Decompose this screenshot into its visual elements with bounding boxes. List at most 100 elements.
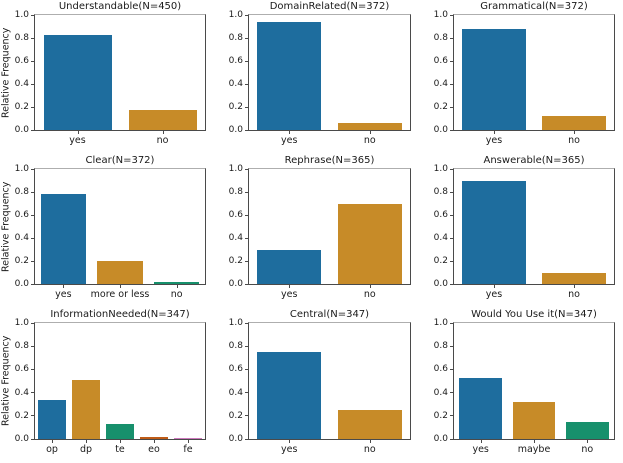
y-tick-mark <box>450 60 454 62</box>
bar-yes <box>257 352 322 439</box>
x-tick-mark <box>289 130 291 134</box>
subplot-title: InformationNeeded(N=347) <box>50 309 190 320</box>
y-tick-mark <box>245 392 249 394</box>
y-tick-mark <box>245 322 249 324</box>
x-tick-label: no <box>156 135 169 146</box>
x-tick-label: no <box>170 289 183 300</box>
y-tick-label: 0.8 <box>228 187 243 197</box>
y-tick-label: 0.8 <box>433 341 448 352</box>
y-tick-label: 0.8 <box>14 33 29 43</box>
x-tick-label: yes <box>485 135 503 146</box>
bar-eo <box>140 436 168 439</box>
y-tick-label: 0.4 <box>14 233 29 243</box>
y-tick-mark <box>31 345 35 347</box>
subplot-answerable: Answerable(N=365) 0.0 0.2 0.4 0.6 0.8 1.0 yes no <box>419 154 623 308</box>
bar-no <box>128 110 197 130</box>
y-tick-label: 1.0 <box>228 164 243 174</box>
x-tick-mark <box>162 130 164 134</box>
y-tick-label: 0.8 <box>228 341 243 352</box>
plot-area: 0.0 0.2 0.4 0.6 0.8 1.0 yes maybe no <box>434 318 615 455</box>
bar-op <box>38 399 66 439</box>
y-tick-mark <box>245 37 249 39</box>
y-tick-mark <box>31 322 35 324</box>
y-tick-mark <box>450 83 454 85</box>
bar-more-or-less <box>97 261 143 284</box>
x-tick-mark <box>480 439 482 443</box>
x-tick-mark <box>120 439 121 443</box>
x-tick-mark <box>574 130 575 134</box>
y-tick-mark <box>31 191 35 193</box>
y-tick-mark <box>450 237 454 239</box>
x-tick-label: yes <box>281 135 298 146</box>
y-tick-label: 0.4 <box>228 387 243 398</box>
y-tick-label: 0.8 <box>433 33 448 43</box>
bar-yes <box>459 377 502 439</box>
subplot-title: Grammatical(N=372) <box>480 1 588 12</box>
y-tick-mark <box>450 37 454 39</box>
bar-yes <box>462 28 526 130</box>
y-tick-mark <box>450 260 454 262</box>
y-tick-mark <box>31 415 35 417</box>
x-tick-mark <box>154 439 155 443</box>
bar-te <box>106 423 134 439</box>
bar-no <box>542 116 606 130</box>
y-tick-label: 0.0 <box>14 434 29 444</box>
y-tick-label: 0.6 <box>228 56 243 66</box>
x-tick-label: yes <box>281 289 298 300</box>
x-tick-label: yes <box>281 444 298 455</box>
y-axis-label: Relative Frequency <box>0 181 12 272</box>
x-tick-label: yes <box>472 444 489 455</box>
x-tick-label: no <box>568 135 580 146</box>
y-tick-label: 0.2 <box>228 256 243 266</box>
y-tick-mark <box>245 415 249 417</box>
y-tick-mark <box>31 368 35 370</box>
y-tick-mark <box>245 60 249 62</box>
y-tick-label: 0.6 <box>14 56 29 66</box>
y-tick-label: 0.2 <box>433 410 448 421</box>
y-tick-label: 0.4 <box>228 79 243 89</box>
y-tick-label: 0.0 <box>433 125 448 135</box>
y-tick-label: 0.0 <box>228 125 243 135</box>
y-tick-mark <box>31 237 35 239</box>
y-tick-mark <box>450 129 454 131</box>
y-tick-label: 0.0 <box>228 434 243 444</box>
y-tick-mark <box>450 392 454 394</box>
x-tick-mark <box>289 439 291 443</box>
y-tick-mark <box>450 368 454 370</box>
bar-yes <box>462 180 526 284</box>
y-tick-mark <box>245 438 249 440</box>
x-tick-label: maybe <box>517 444 551 455</box>
x-tick-mark <box>369 130 371 134</box>
y-tick-mark <box>31 283 35 285</box>
plot-area: 0.0 0.2 0.4 0.6 0.8 1.0 yes no <box>229 164 411 300</box>
y-tick-label: 1.0 <box>433 10 448 20</box>
plot-area: 0.0 0.2 0.4 0.6 0.8 1.0 yes no <box>229 10 411 146</box>
y-tick-mark <box>245 214 249 216</box>
y-tick-mark <box>31 37 35 39</box>
y-tick-label: 0.0 <box>14 279 29 289</box>
y-tick-label: 0.8 <box>14 341 29 352</box>
y-tick-mark <box>245 14 249 16</box>
y-tick-label: 0.6 <box>433 56 448 66</box>
y-tick-label: 0.6 <box>14 210 29 220</box>
subplot-central: Central(N=347) 0.0 0.2 0.4 0.6 0.8 1.0 yes no <box>214 308 419 463</box>
x-tick-mark <box>369 439 371 443</box>
y-tick-label: 0.4 <box>228 233 243 243</box>
y-tick-mark <box>31 392 35 394</box>
y-tick-label: 0.2 <box>14 410 29 421</box>
bar-yes <box>43 34 112 130</box>
subplot-title: Rephrase(N=365) <box>284 155 375 166</box>
y-tick-label: 0.4 <box>14 79 29 89</box>
plot-area: 0.0 0.2 0.4 0.6 0.8 1.0 yes more or less no <box>15 164 206 300</box>
y-tick-label: 0.6 <box>228 364 243 375</box>
x-tick-label: eo <box>148 444 160 455</box>
x-tick-mark <box>587 439 589 443</box>
x-tick-mark <box>86 439 87 443</box>
y-tick-label: 0.2 <box>228 410 243 421</box>
y-tick-label: 1.0 <box>14 318 29 328</box>
y-tick-mark <box>31 214 35 216</box>
y-tick-label: 0.2 <box>228 102 243 112</box>
y-tick-mark <box>245 368 249 370</box>
y-tick-label: 0.0 <box>14 125 29 135</box>
subplot-understandable: Understandable(N=450) Relative Frequency 0… <box>0 0 214 154</box>
